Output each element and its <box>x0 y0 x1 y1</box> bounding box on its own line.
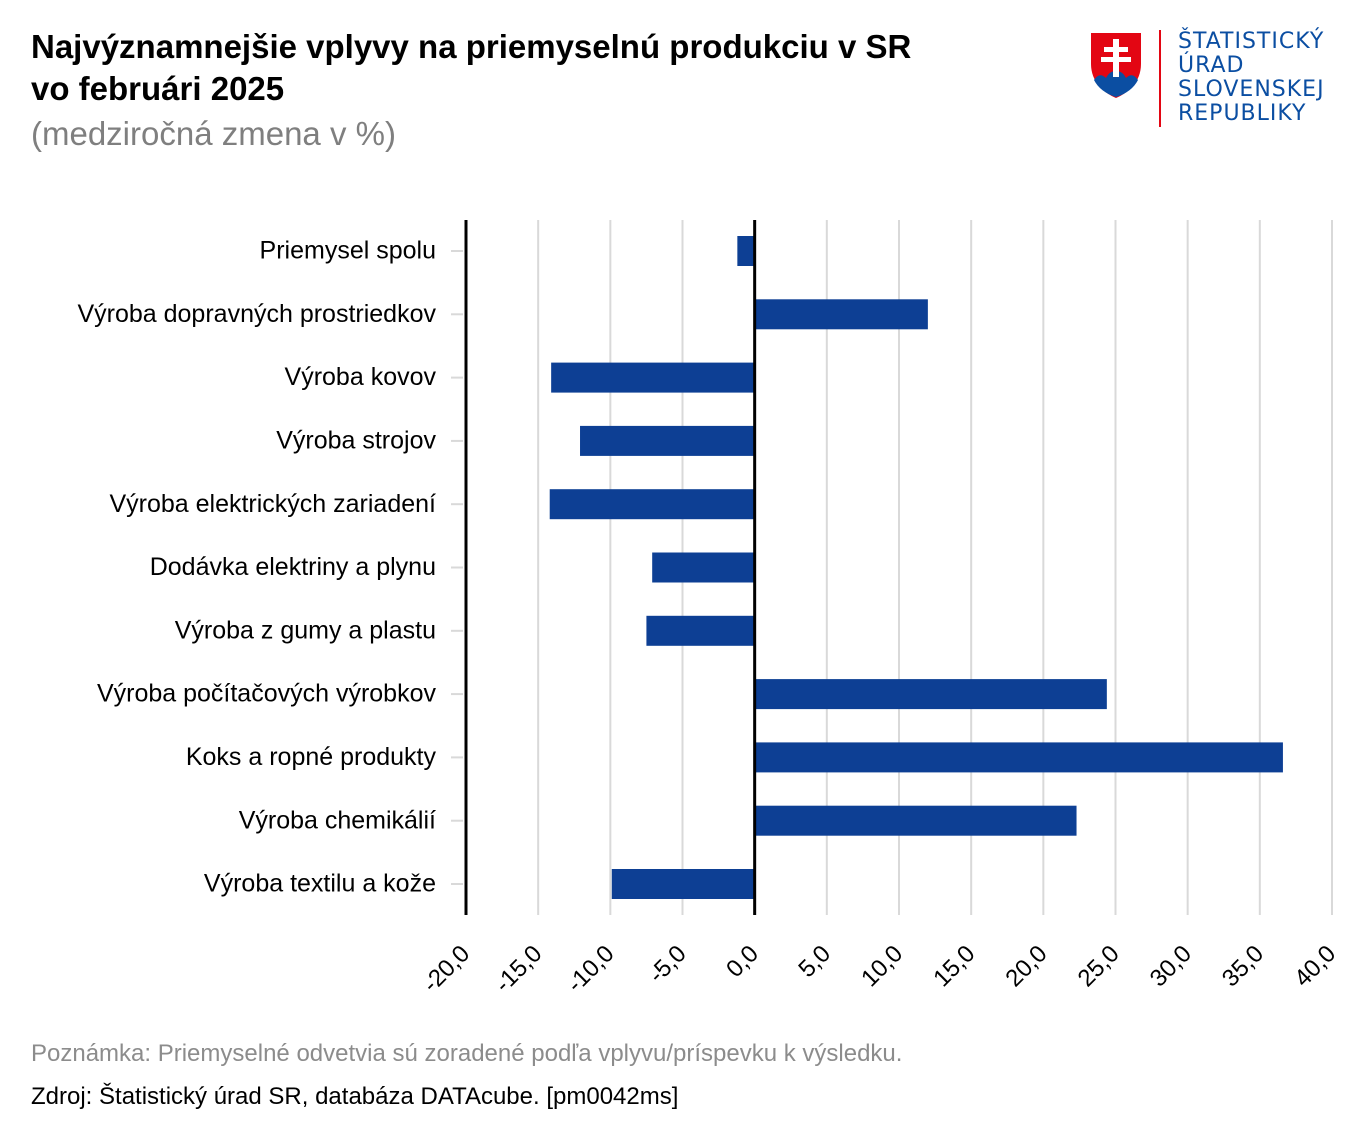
y-tick-label: Dodávka elektriny a plynu <box>150 553 436 581</box>
chart-title: Najvýznamnejšie vplyvy na priemyselnú pr… <box>31 26 1031 110</box>
bar <box>551 362 755 393</box>
bar <box>611 869 755 899</box>
bar <box>646 615 755 646</box>
x-tick-label: 5,0 <box>793 940 836 983</box>
y-tick-label: Koks a ropné produkty <box>186 743 437 771</box>
y-tick-label: Výroba dopravných prostriedkov <box>77 300 436 328</box>
chart-note: Poznámka: Priemyselné odvetvia sú zorade… <box>31 1040 903 1067</box>
susr-logo: ŠTATISTICKÝ ÚRAD SLOVENSKEJ REPUBLIKY <box>1088 30 1338 130</box>
bar <box>652 552 755 583</box>
x-tick-label: 25,0 <box>1073 940 1125 992</box>
y-tick-label: Výroba počítačových výrobkov <box>97 680 437 708</box>
x-tick-label: -20,0 <box>417 940 475 998</box>
y-tick-label: Priemysel spolu <box>260 237 436 265</box>
bar <box>580 425 755 456</box>
chart-subtitle: (medziročná zmena v %) <box>31 115 396 152</box>
slovak-coat-of-arms-icon <box>1091 33 1141 98</box>
y-tick-label: Výroba z gumy a plastu <box>175 616 436 644</box>
bar-chart: Priemysel spolu Výroba dopravných prostri… <box>77 220 1341 998</box>
x-tick-label: 35,0 <box>1217 940 1269 992</box>
x-tick-label: 10,0 <box>856 940 908 992</box>
bar <box>549 489 755 520</box>
bar <box>737 236 755 266</box>
y-tick-label: Výroba strojov <box>276 427 436 455</box>
y-tick-label: Výroba chemikálií <box>239 806 436 834</box>
bar <box>754 299 928 330</box>
y-tick-label: Výroba kovov <box>285 363 437 391</box>
x-tick-label: -15,0 <box>490 940 548 998</box>
logo-line: SLOVENSKEJ <box>1178 77 1325 102</box>
x-tick-label: 15,0 <box>928 940 980 992</box>
x-tick-label: 30,0 <box>1145 940 1197 992</box>
y-tick-label: Výroba textilu a kože <box>204 870 436 898</box>
chart-title-line1: Najvýznamnejšie vplyvy na priemyselnú pr… <box>31 28 912 65</box>
chart-source: Zdroj: Štatistický úrad SR, databáza DAT… <box>31 1083 679 1110</box>
y-tick-label: Výroba elektrických zariadení <box>109 490 436 518</box>
logo-line: REPUBLIKY <box>1178 101 1307 126</box>
x-tick-label: 40,0 <box>1289 940 1341 992</box>
chart-title-line2: vo februári 2025 <box>31 70 285 107</box>
bar <box>754 679 1107 710</box>
x-tick-label: -10,0 <box>562 940 620 998</box>
x-tick-label: -5,0 <box>643 940 691 988</box>
logo-divider <box>1159 30 1161 127</box>
logo-text: ŠTATISTICKÝ ÚRAD SLOVENSKEJ REPUBLIKY <box>1178 30 1325 126</box>
logo-line: ÚRAD <box>1178 53 1245 78</box>
logo-line: ŠTATISTICKÝ <box>1178 29 1325 54</box>
x-tick-label: 0,0 <box>721 940 764 983</box>
x-tick-label: 20,0 <box>1000 940 1052 992</box>
bar <box>754 805 1077 836</box>
bar <box>754 742 1283 773</box>
